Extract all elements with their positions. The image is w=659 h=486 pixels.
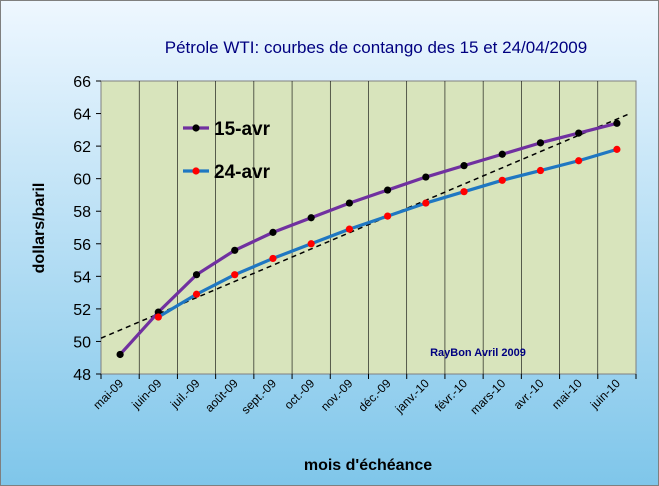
data-point	[307, 240, 315, 248]
x-tick-label: juil.-09	[167, 376, 203, 412]
data-point	[269, 254, 277, 263]
data-point	[231, 246, 239, 254]
chart-annotation: RayBon Avril 2009	[430, 347, 526, 359]
x-tick-label: août-09	[202, 376, 241, 415]
x-tick-label: nov.-09	[318, 376, 356, 414]
data-point	[613, 145, 621, 153]
y-tick-label: 66	[73, 74, 91, 91]
data-point	[384, 186, 392, 194]
legend: 15-avr 24-avr	[183, 119, 271, 183]
data-point	[307, 214, 315, 222]
x-tick-label: janv.-10	[392, 376, 432, 416]
chart-title: Pétrole WTI: courbes de contango des 15 …	[165, 38, 587, 57]
x-tick-label: févr.-10	[432, 376, 470, 414]
x-tick-label: mars-10	[467, 376, 508, 417]
data-point	[231, 271, 239, 279]
trendline	[100, 112, 631, 339]
legend-label: 24-avr	[214, 162, 271, 183]
data-point	[345, 225, 353, 233]
x-tick-label: juin-10	[587, 376, 623, 412]
data-point	[116, 350, 124, 359]
data-point	[460, 188, 468, 196]
data-point	[498, 150, 506, 158]
x-tick-label: avr.-10	[511, 376, 547, 412]
data-point	[422, 173, 430, 181]
y-tick-label: 50	[73, 334, 91, 351]
data-point	[460, 162, 468, 170]
data-point	[269, 228, 277, 236]
x-tick-label: mai-09	[90, 376, 126, 412]
data-point	[422, 199, 430, 207]
y-tick-label: 60	[73, 172, 91, 189]
x-tick-label: sept.-09	[239, 376, 280, 417]
x-tick-label: juin-09	[128, 376, 164, 412]
y-axis-label: dollars/baril	[31, 183, 48, 274]
y-tick-label: 52	[73, 302, 91, 319]
series-layer	[116, 119, 621, 359]
y-tick-label: 58	[73, 204, 91, 221]
legend-marker	[192, 124, 200, 132]
y-tick-label: 56	[73, 237, 91, 254]
y-tick-label: 64	[73, 107, 91, 124]
data-point	[384, 212, 392, 220]
data-point	[536, 166, 545, 175]
data-point	[345, 199, 353, 207]
x-tick-label: mai-10	[549, 376, 585, 412]
data-point	[575, 129, 583, 137]
series-line-15-avr	[118, 121, 618, 356]
data-point	[613, 119, 621, 127]
legend-label: 15-avr	[214, 119, 271, 140]
data-point	[154, 313, 162, 321]
x-tick-label: oct.-09	[281, 376, 317, 412]
data-point	[192, 271, 201, 279]
data-point	[575, 157, 583, 165]
data-point	[536, 139, 545, 147]
legend-marker	[192, 167, 200, 175]
y-tick-label: 48	[73, 367, 91, 384]
trendline-layer	[100, 112, 631, 339]
x-axis-label: mois d'échéance	[304, 457, 432, 474]
y-axis-ticks: 48 50 52 54 56 58 60 62 64 66	[73, 74, 101, 384]
x-tick-label: déc.-09	[356, 376, 394, 414]
y-tick-label: 54	[73, 269, 91, 286]
data-point	[192, 290, 201, 298]
data-point	[498, 176, 506, 184]
y-tick-label: 62	[73, 139, 91, 156]
